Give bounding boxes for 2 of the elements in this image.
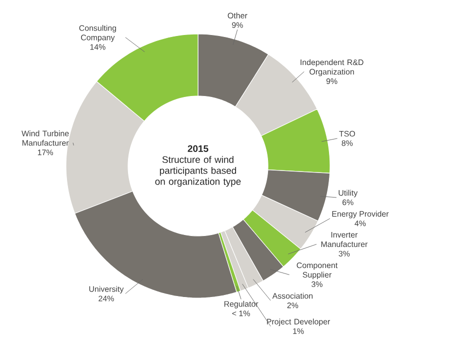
text: Structure of wind participants based on organization type <box>155 156 241 187</box>
text: 2015 <box>188 145 208 152</box>
